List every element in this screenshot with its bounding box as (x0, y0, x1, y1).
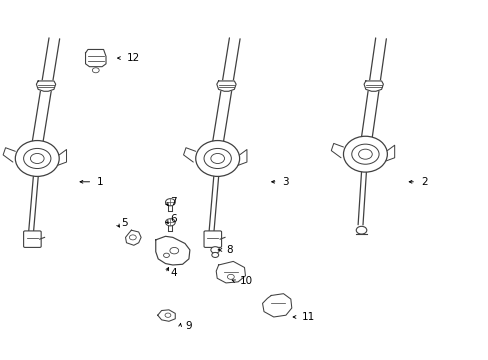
Circle shape (165, 199, 175, 206)
Circle shape (129, 235, 136, 240)
Circle shape (358, 149, 371, 159)
Circle shape (351, 144, 378, 164)
Polygon shape (158, 310, 175, 321)
Text: 5: 5 (122, 218, 128, 228)
Circle shape (23, 148, 51, 168)
Ellipse shape (343, 136, 386, 172)
Circle shape (356, 226, 366, 234)
Polygon shape (364, 81, 383, 91)
Circle shape (210, 247, 219, 253)
Text: 11: 11 (302, 312, 315, 322)
Text: 1: 1 (97, 177, 103, 187)
Text: 2: 2 (420, 177, 427, 187)
Circle shape (211, 252, 218, 257)
Circle shape (92, 68, 99, 73)
Circle shape (30, 153, 44, 163)
Polygon shape (125, 230, 141, 245)
Ellipse shape (195, 140, 239, 176)
Text: 8: 8 (225, 245, 232, 255)
Text: 4: 4 (170, 268, 177, 278)
Text: 9: 9 (184, 321, 191, 331)
Text: 6: 6 (170, 215, 177, 224)
Circle shape (164, 313, 170, 318)
Polygon shape (216, 261, 245, 283)
FancyBboxPatch shape (203, 231, 221, 247)
Circle shape (227, 274, 234, 279)
Circle shape (169, 247, 178, 254)
Polygon shape (262, 294, 291, 317)
Ellipse shape (15, 140, 59, 176)
Polygon shape (156, 236, 189, 265)
Circle shape (165, 219, 175, 226)
FancyBboxPatch shape (23, 231, 41, 247)
Circle shape (163, 253, 169, 257)
Text: 10: 10 (239, 276, 252, 286)
Polygon shape (85, 49, 106, 67)
Circle shape (203, 148, 231, 168)
Circle shape (210, 153, 224, 163)
Polygon shape (36, 81, 56, 91)
Text: 7: 7 (170, 197, 177, 207)
Text: 12: 12 (126, 53, 140, 63)
Text: 3: 3 (282, 177, 288, 187)
Polygon shape (216, 81, 236, 91)
